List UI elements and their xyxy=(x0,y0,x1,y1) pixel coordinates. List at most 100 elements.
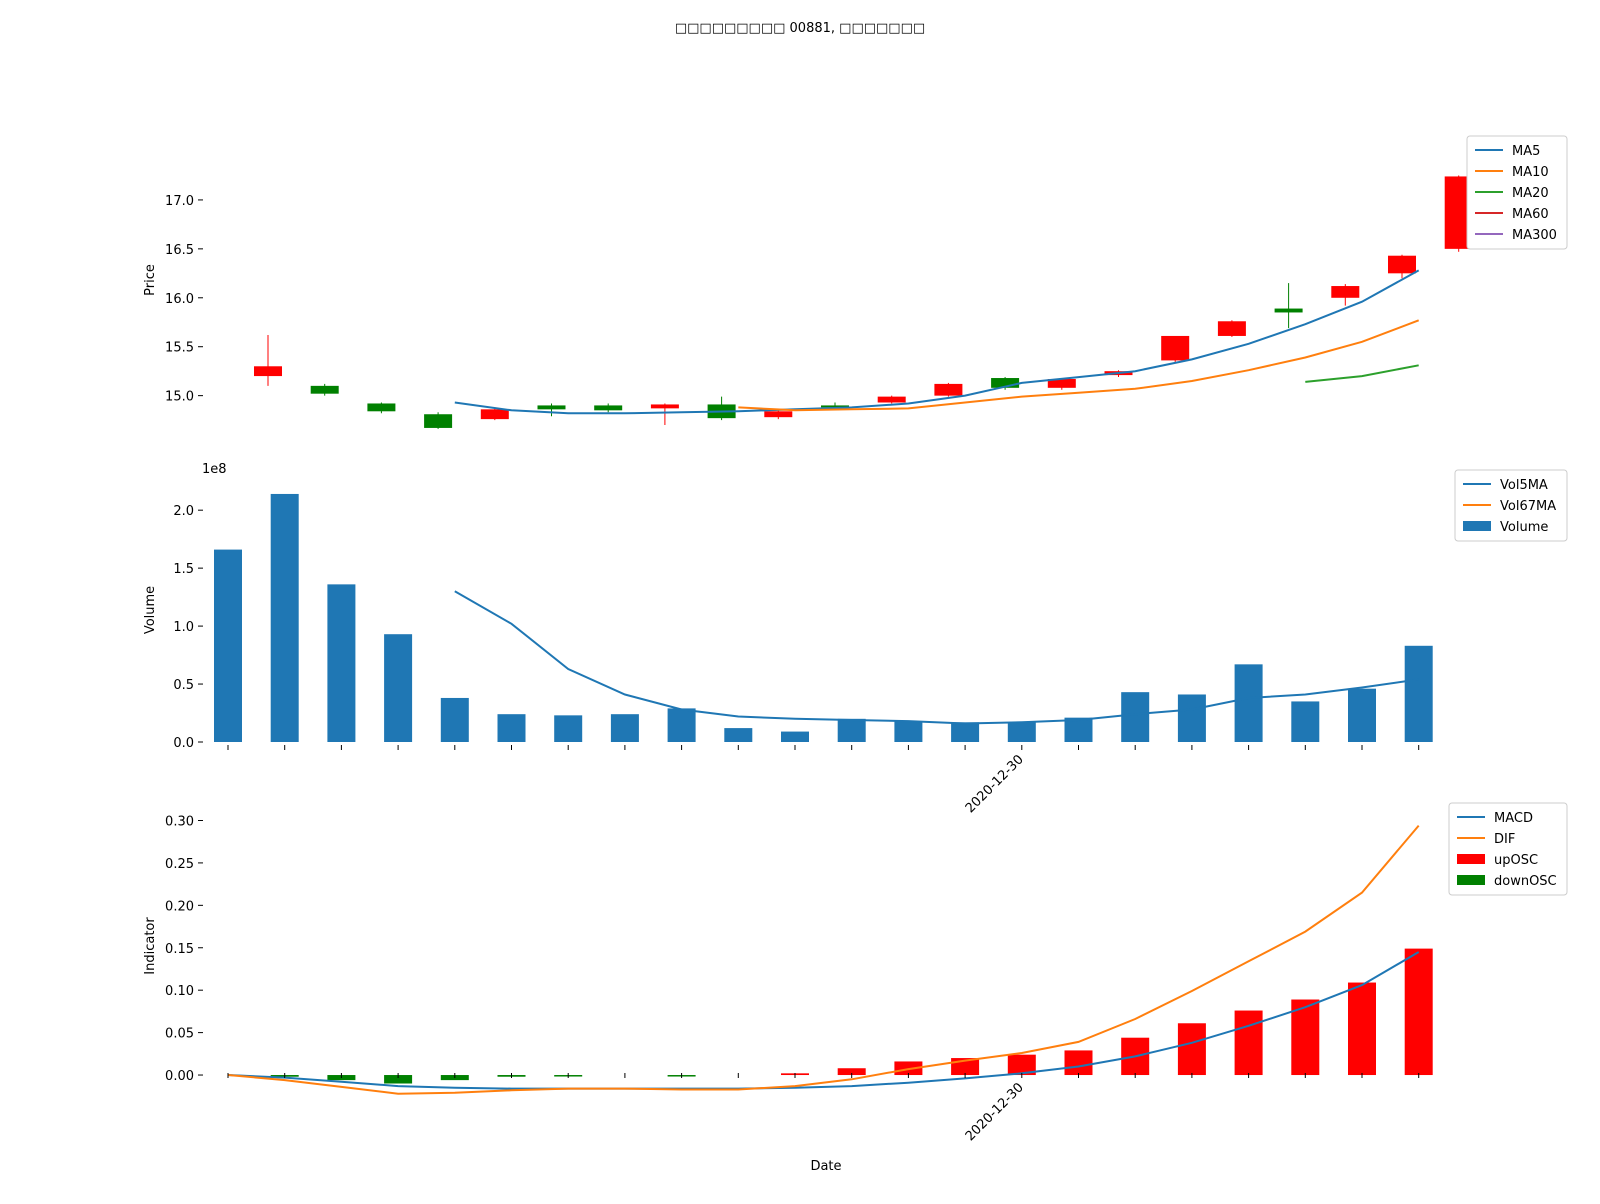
candle-body xyxy=(480,409,509,420)
candle-body xyxy=(424,414,453,428)
macd-panel: 0.00 0.05 0.10 0.15 0.20 0.25 0.30 Indicator 202… xyxy=(143,802,1568,1174)
volume-bar xyxy=(724,728,753,742)
up-osc-bar xyxy=(1291,999,1320,1076)
up-osc-bar xyxy=(1404,948,1433,1076)
candle-body xyxy=(650,404,679,409)
volume-bar xyxy=(1348,688,1376,742)
y-tick-label: 2.0 xyxy=(173,504,194,519)
candle-body xyxy=(1274,308,1303,313)
up-osc-bar xyxy=(1007,1054,1036,1076)
volume-bar xyxy=(667,708,696,742)
legend-entry-label: MA60 xyxy=(1512,207,1549,222)
candle-body xyxy=(1388,255,1416,274)
legend-entry-label: MA10 xyxy=(1512,165,1549,180)
legend-entry-label: MA5 xyxy=(1512,144,1540,159)
up-osc-bar xyxy=(1234,1010,1263,1076)
y-tick-label: 15.5 xyxy=(165,341,194,356)
x-axis-label: Date xyxy=(810,1159,841,1174)
candle-body xyxy=(1217,321,1246,336)
volume-bar xyxy=(1007,722,1036,742)
y-tick-label: 1.0 xyxy=(173,620,194,635)
chart-title: □□□□□□□□□ 00881, □□□□□□□ xyxy=(675,21,925,36)
y-tick-label: 1.5 xyxy=(173,562,194,577)
up-osc-bar xyxy=(1177,1023,1206,1076)
legend-entry-label: Volume xyxy=(1500,520,1548,535)
legend-box xyxy=(1448,802,1568,896)
legend-entry-label: DIF xyxy=(1494,832,1515,847)
price-ma-line xyxy=(454,269,1420,415)
volume-bar xyxy=(440,697,469,742)
legend-entry-label: Vol67MA xyxy=(1500,499,1556,514)
volume-bar xyxy=(1234,664,1263,742)
candle-body xyxy=(537,405,566,410)
volume-bar xyxy=(951,722,980,742)
volume-bar xyxy=(497,714,526,742)
candle-body xyxy=(1331,286,1360,298)
candle-body xyxy=(991,378,1020,388)
volume-bar xyxy=(1291,701,1320,742)
candle-body xyxy=(764,411,793,418)
y-axis-label: Indicator xyxy=(143,917,158,975)
volume-bar xyxy=(781,731,809,742)
up-osc-bar xyxy=(837,1068,866,1076)
y-tick-label: 0.15 xyxy=(165,942,194,957)
y-tick-label: 0.30 xyxy=(165,814,194,829)
y-tick-label: 0.5 xyxy=(173,678,194,693)
price-panel: 15.0 15.5 16.0 16.5 17.0 Price MA5 MA10 MA20 MA60… xyxy=(143,135,1568,429)
volume-bar xyxy=(214,549,242,742)
scale-offset-label: 1e8 xyxy=(202,462,227,477)
volume-bar xyxy=(327,584,356,742)
up-osc-bar xyxy=(1348,982,1376,1076)
volume-bar xyxy=(554,715,583,742)
y-tick-label: 0.00 xyxy=(165,1069,194,1084)
candle-body xyxy=(254,366,282,377)
y-tick-label: 0.20 xyxy=(165,899,194,914)
up-osc-bar xyxy=(1064,1050,1093,1076)
y-tick-label: 0.05 xyxy=(165,1027,194,1042)
volume-bar xyxy=(384,634,413,742)
candle-body xyxy=(821,405,849,408)
candle-body xyxy=(877,396,906,403)
y-tick-label: 17.0 xyxy=(165,194,194,209)
volume-ma-line xyxy=(454,590,1419,725)
macd-line xyxy=(227,951,1420,1090)
y-axis-label: Price xyxy=(143,264,158,296)
candle-body xyxy=(367,403,396,412)
volume-bar xyxy=(837,718,866,742)
candle-body xyxy=(934,383,963,396)
legend-entry-label: downOSC xyxy=(1494,874,1557,889)
price-ma-line xyxy=(1305,364,1419,383)
volume-bar xyxy=(1177,694,1206,742)
legend-entry-label: MACD xyxy=(1494,811,1533,826)
price-ma-line xyxy=(738,319,1420,412)
candle-body xyxy=(310,385,339,394)
volume-bar xyxy=(1064,717,1093,742)
x-tick-label: 2020-12-30 xyxy=(963,1080,1027,1144)
volume-bar xyxy=(610,714,639,742)
volume-bar xyxy=(270,493,299,742)
y-tick-label: 0.10 xyxy=(165,984,194,999)
legend-box xyxy=(1466,135,1568,250)
candle-body xyxy=(1161,335,1190,361)
y-tick-label: 16.0 xyxy=(165,292,194,307)
legend-entry-label: MA300 xyxy=(1512,228,1557,243)
dif-line xyxy=(227,824,1420,1095)
volume-bar xyxy=(1404,645,1433,742)
legend-rect-swatch xyxy=(1463,521,1491,531)
down-osc-bar xyxy=(384,1075,413,1084)
x-tick-label: 2020-12-30 xyxy=(963,752,1027,816)
y-tick-label: 0.0 xyxy=(173,736,194,751)
y-tick-label: 15.0 xyxy=(165,390,194,405)
y-tick-label: 16.5 xyxy=(165,243,194,258)
legend-entry-label: MA20 xyxy=(1512,186,1549,201)
candle-body xyxy=(1047,379,1076,388)
volume-panel: 0.0 0.5 1.0 1.5 2.0 Volume 1e8 2020-12-30 Vol5MA… xyxy=(143,462,1568,816)
legend-rect-swatch xyxy=(1457,854,1485,864)
legend-entry-label: upOSC xyxy=(1494,853,1538,868)
candle-body xyxy=(594,405,623,411)
y-axis-label: Volume xyxy=(143,586,158,634)
legend-rect-swatch xyxy=(1457,875,1485,885)
legend-entry-label: Vol5MA xyxy=(1500,478,1548,493)
